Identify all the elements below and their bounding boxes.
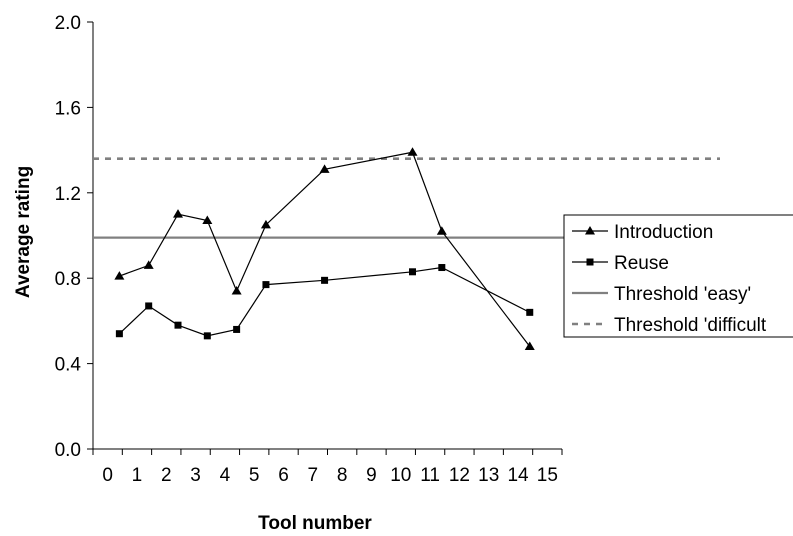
legend-item-introduction: Introduction: [572, 222, 713, 243]
legend: Introduction Reuse Threshold 'easy' Thre…: [563, 214, 793, 338]
x-tick-label: 14: [507, 465, 529, 486]
legend-item-threshold-easy: Threshold 'easy': [572, 284, 751, 305]
data-point-introduction: [173, 209, 184, 218]
y-tick-label: 1.2: [55, 184, 81, 205]
x-tick-label: 12: [449, 465, 470, 486]
data-point-reuse: [145, 302, 153, 310]
x-tick-label: 3: [190, 465, 201, 486]
data-point-introduction: [407, 147, 418, 156]
data-point-introduction: [436, 226, 447, 235]
x-tick-label: 7: [308, 465, 319, 486]
data-point-introduction: [319, 164, 330, 173]
data-point-reuse: [321, 276, 329, 284]
data-point-introduction: [114, 271, 125, 280]
legend-item-threshold-difficult: Threshold 'difficult: [572, 315, 767, 336]
legend-box: [563, 214, 793, 338]
legend-square-icon: [586, 258, 594, 266]
series-lines: [118, 151, 531, 347]
x-tick-label: 6: [278, 465, 289, 486]
legend-label-threshold-easy: Threshold 'easy': [614, 284, 751, 305]
y-ticks: 0.0 0.4 0.8 1.2 1.6 2.0: [55, 13, 93, 461]
data-point-introduction: [143, 260, 154, 269]
y-tick-label: 0.8: [55, 269, 81, 290]
x-tick-label: 10: [390, 465, 411, 486]
y-axis-title: Average rating: [13, 166, 34, 298]
y-tick-label: 0.0: [55, 440, 81, 461]
data-point-reuse: [233, 325, 241, 333]
y-tick-label: 1.6: [55, 98, 81, 119]
data-point-introduction: [524, 341, 535, 351]
x-tick-label: 0: [102, 465, 113, 486]
x-tick-label: 4: [220, 465, 231, 486]
x-tick-label: 2: [161, 465, 172, 486]
x-tick-label: 9: [366, 465, 377, 486]
data-point-reuse: [115, 330, 123, 338]
data-point-reuse: [174, 321, 182, 329]
series-line-introduction: [119, 151, 531, 347]
legend-item-reuse: Reuse: [572, 253, 669, 274]
x-tick-label: 5: [249, 465, 260, 486]
x-ticks: 0 1 2 3 4 5 6 7 8 9 10 11 12 13 14 15: [92, 449, 563, 486]
legend-label-reuse: Reuse: [614, 253, 669, 274]
x-tick-label: 15: [537, 465, 558, 486]
data-point-introduction: [260, 219, 271, 229]
axes: [92, 22, 562, 450]
x-tick-label: 11: [420, 465, 440, 486]
series-line-reuse: [118, 266, 531, 337]
x-tick-label: 1: [132, 465, 143, 486]
legend-label-introduction: Introduction: [614, 222, 713, 243]
series-markers: [114, 147, 535, 351]
data-point-reuse: [262, 281, 270, 289]
y-tick-label: 2.0: [55, 13, 81, 34]
x-axis-title: Tool number: [258, 513, 372, 534]
x-tick-label: 13: [478, 465, 499, 486]
y-tick-label: 0.4: [55, 355, 82, 376]
legend-label-threshold-difficult: Threshold 'difficult: [614, 315, 767, 336]
data-point-reuse: [438, 264, 446, 272]
data-point-reuse: [526, 308, 534, 316]
data-point-introduction: [231, 286, 242, 295]
x-tick-label: 8: [337, 465, 348, 486]
legend-triangle-icon: [585, 226, 595, 235]
data-point-reuse: [203, 332, 211, 340]
data-point-introduction: [202, 215, 213, 225]
data-point-reuse: [409, 268, 417, 276]
